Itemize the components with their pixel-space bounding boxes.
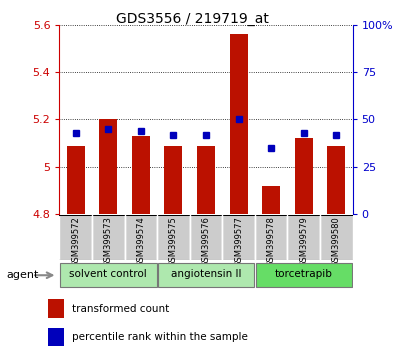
Text: percentile rank within the sample: percentile rank within the sample [72, 332, 247, 342]
FancyBboxPatch shape [255, 263, 351, 287]
Bar [59, 215, 92, 260]
Bar [157, 215, 189, 260]
Bar [254, 215, 287, 260]
Bar [262, 186, 279, 214]
Bar [294, 138, 312, 214]
Text: GSM399574: GSM399574 [136, 216, 145, 267]
Bar [229, 34, 247, 214]
Bar [67, 145, 85, 214]
Text: GSM399576: GSM399576 [201, 216, 210, 267]
Text: solvent control: solvent control [69, 269, 147, 279]
Text: GSM399577: GSM399577 [234, 216, 243, 267]
Bar [99, 119, 117, 214]
Text: transformed count: transformed count [72, 303, 169, 314]
Text: GSM399573: GSM399573 [103, 216, 112, 267]
Bar [319, 215, 352, 260]
Text: GDS3556 / 219719_at: GDS3556 / 219719_at [116, 12, 268, 27]
Bar [326, 145, 344, 214]
Text: angiotensin II: angiotensin II [171, 269, 240, 279]
Bar [92, 215, 124, 260]
Bar [197, 145, 214, 214]
Bar [132, 136, 149, 214]
Text: GSM399575: GSM399575 [169, 216, 178, 267]
Bar [189, 215, 222, 260]
Text: agent: agent [6, 270, 38, 280]
Text: GSM399572: GSM399572 [71, 216, 80, 267]
Text: GSM399580: GSM399580 [331, 216, 340, 267]
Text: GSM399578: GSM399578 [266, 216, 275, 267]
Bar [222, 215, 254, 260]
Text: GSM399579: GSM399579 [299, 216, 308, 267]
FancyBboxPatch shape [157, 263, 254, 287]
Bar [287, 215, 319, 260]
Bar [48, 299, 64, 318]
FancyBboxPatch shape [60, 263, 156, 287]
Bar [48, 328, 64, 346]
Text: torcetrapib: torcetrapib [274, 269, 332, 279]
Bar [124, 215, 157, 260]
Bar [164, 145, 182, 214]
